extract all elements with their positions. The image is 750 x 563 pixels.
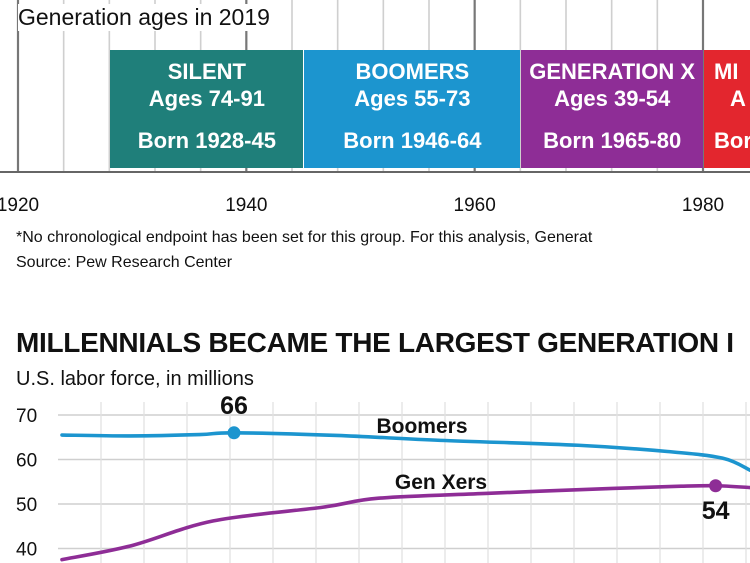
generation-ages: Ages 39-54 xyxy=(554,86,671,111)
generation-ages: A xyxy=(730,86,746,111)
timeline-tick-label: 1920 xyxy=(0,195,39,216)
data-point-marker xyxy=(227,426,241,440)
generation-ages: Ages 55-73 xyxy=(354,86,471,111)
y-tick-label: 50 xyxy=(16,495,37,516)
timeline-tick-label: 1940 xyxy=(225,195,267,216)
source-note: Source: Pew Research Center xyxy=(16,254,233,271)
series-line xyxy=(60,430,750,472)
generation-band: MI A Bor xyxy=(704,50,750,168)
generation-band: BOOMERS Ages 55-73 Born 1946-64 xyxy=(304,50,521,168)
generation-born: Born 1965-80 xyxy=(543,128,682,153)
data-label: 66 xyxy=(220,392,248,420)
series-name-label: Gen Xers xyxy=(395,471,487,494)
series-name-label: Boomers xyxy=(376,415,467,438)
timeline-tick-label: 1960 xyxy=(454,195,496,216)
generation-born: Born 1946-64 xyxy=(343,128,482,153)
generation-born: Born 1928-45 xyxy=(137,128,276,153)
footnote: *No chronological endpoint has been set … xyxy=(16,229,593,246)
generation-born: Bor xyxy=(714,128,750,153)
timeline-tick-label: 1980 xyxy=(682,195,724,216)
y-tick-label: 40 xyxy=(16,540,37,561)
generation-name: GENERATION X xyxy=(529,59,696,84)
generation-name: MI xyxy=(714,59,739,84)
y-axis-label: U.S. labor force, in millions xyxy=(16,368,254,390)
generation-name: BOOMERS xyxy=(355,59,470,84)
y-tick-label: 60 xyxy=(16,451,37,472)
generation-name: SILENT xyxy=(167,59,246,84)
timeline-title: Generation ages in 2019 xyxy=(18,4,274,31)
chart-title: MILLENNIALS BECAME THE LARGEST GENERATIO… xyxy=(16,327,734,358)
generation-band: GENERATION X Ages 39-54 Born 1965-80 xyxy=(521,50,703,168)
y-tick-label: 70 xyxy=(16,406,37,427)
series-line xyxy=(60,483,750,562)
data-label: 54 xyxy=(702,497,730,525)
generation-band: SILENT Ages 74-91 Born 1928-45 xyxy=(110,50,304,168)
generation-ages: Ages 74-91 xyxy=(148,86,265,111)
data-point-marker xyxy=(709,479,723,493)
